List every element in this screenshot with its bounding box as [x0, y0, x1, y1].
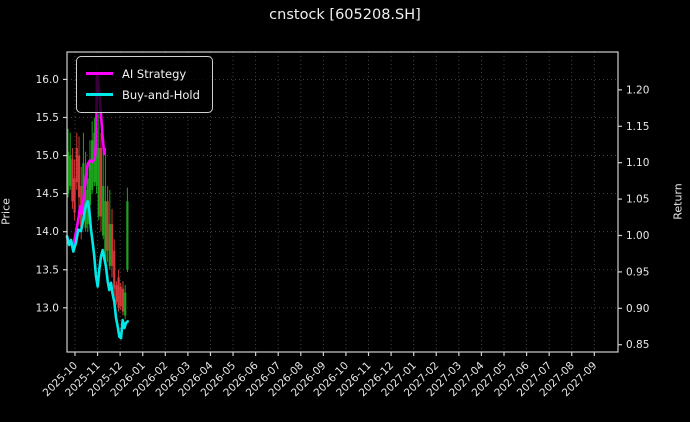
return-tick-label: 0.95: [626, 266, 649, 278]
candle-body: [91, 140, 94, 190]
price-tick-label: 13.5: [36, 264, 59, 276]
legend-entry-buy-and-hold: Buy-and-Hold: [86, 84, 200, 105]
candle-body: [115, 284, 118, 302]
candle-body: [88, 159, 92, 206]
candle-body: [119, 286, 122, 307]
candle-body: [77, 155, 81, 198]
return-tick-label: 1.00: [626, 230, 649, 242]
candle-body: [117, 277, 120, 308]
candle-body: [104, 201, 107, 263]
candle-body: [126, 201, 129, 270]
plot-border: [66, 51, 619, 353]
legend-entry-ai-strategy: AI Strategy: [86, 63, 200, 84]
price-tick-label: 14.0: [36, 226, 59, 238]
candle-body: [99, 147, 103, 217]
price-axis-label: Price: [0, 198, 13, 225]
candle-body: [73, 178, 76, 213]
buy-and-hold-line-sample-icon: [86, 93, 113, 96]
candle-body: [71, 159, 74, 202]
candle-body: [82, 163, 85, 213]
candle-body: [66, 151, 70, 194]
candle-body: [69, 155, 72, 187]
return-tick-label: 1.20: [626, 84, 649, 96]
candle-body: [102, 186, 105, 236]
price-tick-label: 14.5: [36, 188, 59, 200]
candle-body: [75, 147, 78, 183]
candle-body: [121, 288, 125, 312]
candle-body: [124, 292, 127, 316]
candle-body: [110, 224, 114, 266]
return-tick-label: 1.05: [626, 194, 649, 206]
return-tick-label: 1.10: [626, 157, 649, 169]
return-tick-label: 0.90: [626, 303, 649, 315]
chart-title: cnstock [605208.SH]: [269, 7, 421, 23]
price-tick-label: 13.0: [36, 302, 59, 314]
price-tick-label: 15.5: [36, 112, 59, 124]
candle-body: [95, 128, 98, 187]
candle-body: [113, 250, 116, 289]
price-tick-label: 15.0: [36, 150, 59, 162]
legend-label-ai-strategy: AI Strategy: [122, 66, 187, 81]
legend: AI Strategy Buy-and-Hold: [76, 56, 213, 113]
candle-body: [108, 224, 111, 266]
candle-body: [106, 201, 109, 251]
legend-label-buy-and-hold: Buy-and-Hold: [122, 87, 200, 102]
series-buy-and-hold: [65, 200, 129, 340]
return-axis-label: Return: [671, 183, 685, 220]
candle-body: [97, 147, 100, 217]
ai-strategy-line-sample-icon: [86, 72, 113, 75]
return-tick-label: 1.15: [626, 121, 649, 133]
price-tick-label: 16.0: [36, 74, 59, 86]
return-tick-label: 0.85: [626, 339, 649, 351]
